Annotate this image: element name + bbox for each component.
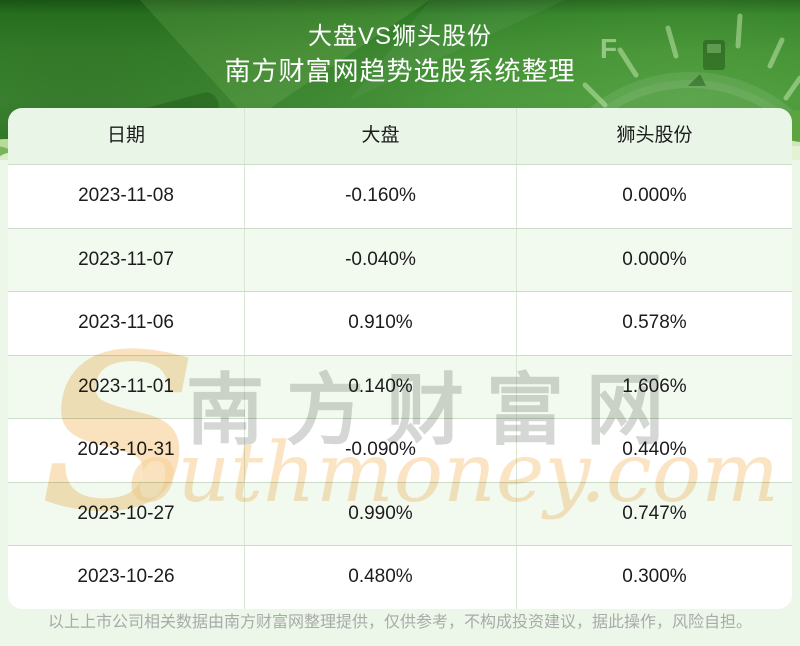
table-row: 2023-10-27 0.990% 0.747% bbox=[8, 481, 792, 545]
cell-market: -0.160% bbox=[244, 165, 516, 228]
cell-date: 2023-10-27 bbox=[77, 502, 175, 524]
page-subtitle: 南方财富网趋势选股系统整理 bbox=[224, 56, 576, 86]
cell-stock: 0.578% bbox=[516, 292, 792, 355]
cell-date: 2023-11-06 bbox=[78, 312, 174, 333]
cell-stock: 0.747% bbox=[516, 482, 792, 545]
cell-stock: 0.000% bbox=[516, 165, 792, 228]
cell-date: 2023-10-31 bbox=[77, 439, 175, 460]
cell-market: 0.990% bbox=[244, 482, 516, 545]
table-header-row: 日期 大盘 狮头股份 bbox=[8, 108, 792, 165]
gauge-f-label: F bbox=[600, 33, 617, 64]
table-row: 2023-11-08 -0.160% 0.000% bbox=[8, 165, 792, 228]
cell-market: -0.090% bbox=[244, 419, 516, 482]
cell-market: 0.480% bbox=[244, 546, 516, 609]
cell-date: 2023-10-26 bbox=[77, 566, 175, 587]
column-header-stock: 狮头股份 bbox=[516, 108, 792, 164]
cell-market: 0.140% bbox=[244, 355, 516, 418]
table-row: 2023-11-06 0.910% 0.578% bbox=[8, 291, 792, 355]
cell-market: 0.910% bbox=[244, 292, 516, 355]
cell-date: 2023-11-08 bbox=[78, 185, 174, 206]
fuel-pump-icon bbox=[688, 40, 725, 86]
column-header-date: 日期 bbox=[106, 125, 145, 146]
light-flare bbox=[140, 0, 430, 122]
table-row: 2023-11-01 0.140% 1.606% bbox=[8, 354, 792, 418]
column-header-market: 大盘 bbox=[244, 108, 516, 164]
cell-date: 2023-11-07 bbox=[78, 248, 174, 270]
table-row: 2023-10-26 0.480% 0.300% bbox=[8, 545, 792, 609]
table-row: 2023-11-07 -0.040% 0.000% bbox=[8, 227, 792, 291]
comparison-table: 日期 大盘 狮头股份 2023-11-08 -0.160% 0.000% 202… bbox=[8, 108, 792, 609]
cell-stock: 0.440% bbox=[516, 419, 792, 482]
cell-market: -0.040% bbox=[244, 228, 516, 291]
page-title: 大盘VS狮头股份 bbox=[307, 23, 492, 50]
cell-stock: 0.000% bbox=[516, 228, 792, 291]
cell-date: 2023-11-01 bbox=[78, 375, 174, 397]
cell-stock: 1.606% bbox=[516, 355, 792, 418]
disclaimer-text: 以上上市公司相关数据由南方财富网整理提供，仅供参考，不构成投资建议，据此操作，风… bbox=[47, 614, 752, 631]
table-row: 2023-10-31 -0.090% 0.440% bbox=[8, 418, 792, 482]
cell-stock: 0.300% bbox=[516, 546, 792, 609]
